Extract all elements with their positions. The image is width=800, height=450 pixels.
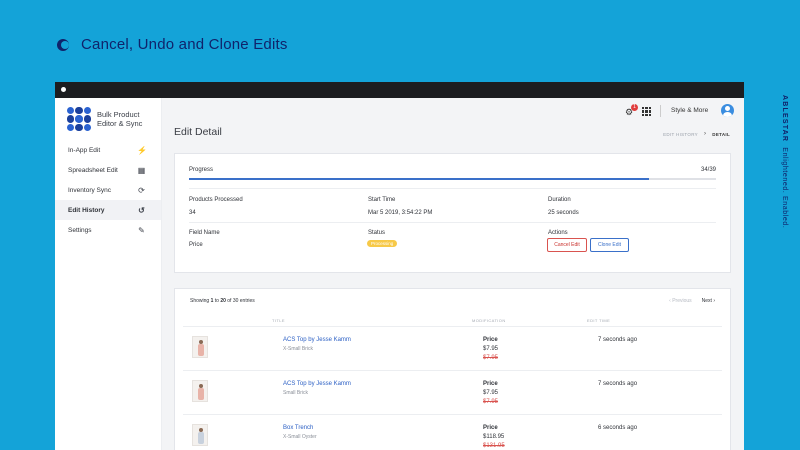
- store-name[interactable]: Style & More: [671, 107, 709, 114]
- edits-table-card: Showing 1 to 20 of 30 entries ‹ Previous…: [174, 288, 731, 450]
- product-thumbnail: [192, 336, 208, 358]
- modification-old-value: $7.95: [483, 399, 499, 405]
- product-variant: Small Brick: [283, 390, 309, 396]
- hero: Cancel, Undo and Clone Edits: [57, 36, 288, 53]
- lightning-icon: ⚡: [137, 145, 147, 155]
- product-thumbnail: [192, 380, 208, 402]
- modification-new-value: $7.95: [483, 390, 499, 396]
- brand-name: ABLESTAR: [781, 95, 788, 143]
- progress-bar: [189, 178, 716, 180]
- half-moon-icon: [57, 38, 69, 51]
- chevron-right-icon: ›: [703, 131, 707, 137]
- table-header: TITLE MODIFICATION EDIT TIME: [183, 315, 722, 327]
- sidebar-item-label: Edit History: [68, 206, 105, 214]
- gear-icon[interactable]: ⚙: [625, 107, 634, 117]
- clone-edit-button[interactable]: Clone Edit: [590, 238, 629, 252]
- sidebar: Bulk Product Editor & Sync In-App Edit ⚡…: [55, 98, 162, 450]
- divider: [189, 222, 716, 223]
- sidebar-nav: In-App Edit ⚡ Spreadsheet Edit ▦ Invento…: [55, 140, 161, 240]
- window-dot-icon: [61, 87, 66, 92]
- table-row: ACS Top by Jesse Kamm X-Small Brick Pric…: [183, 327, 722, 371]
- product-title-link[interactable]: ACS Top by Jesse Kamm: [283, 337, 351, 343]
- modification-field: Price: [483, 337, 498, 343]
- showing-entries: Showing 1 to 20 of 30 entries: [190, 298, 255, 304]
- modification-old-value: $7.95: [483, 355, 499, 361]
- sidebar-item-spreadsheet-edit[interactable]: Spreadsheet Edit ▦: [55, 160, 161, 180]
- progress-count: 34/39: [700, 167, 716, 173]
- table-icon: ▦: [137, 165, 146, 175]
- product-title-link[interactable]: ACS Top by Jesse Kamm: [283, 381, 351, 387]
- breadcrumb: EDIT HISTORY › DETAIL: [663, 131, 730, 137]
- app-logo-icon: [67, 107, 91, 131]
- sidebar-item-edit-history[interactable]: Edit History ↺: [55, 200, 161, 220]
- next-page-button[interactable]: Next ›: [701, 298, 715, 304]
- column-header-edit-time: EDIT TIME: [587, 318, 611, 323]
- edit-time: 7 seconds ago: [598, 337, 638, 343]
- modification-new-value: $7.95: [483, 346, 499, 352]
- history-icon: ↺: [138, 205, 145, 215]
- status-label: Status: [368, 230, 386, 236]
- product-title-link[interactable]: Box Trench: [283, 425, 314, 431]
- pagination: ‹ Previous Next ›: [669, 298, 715, 304]
- main-content: ⚙ 1 Style & More Edit Detail EDIT HISTOR…: [162, 98, 744, 450]
- notification-badge: 1: [631, 104, 638, 111]
- progress-fill: [189, 178, 649, 180]
- start-time-value: Mar 5 2019, 3:54:22 PM: [368, 210, 433, 216]
- product-variant: X-Small Oyster: [283, 434, 317, 440]
- modification-field: Price: [483, 425, 498, 431]
- table-row: Box Trench X-Small Oyster Price $118.95 …: [183, 415, 722, 450]
- modification-field: Price: [483, 381, 498, 387]
- sidebar-item-label: Inventory Sync: [68, 186, 111, 194]
- start-time-label: Start Time: [368, 197, 396, 203]
- edit-time: 7 seconds ago: [598, 381, 638, 387]
- app-window: Bulk Product Editor & Sync In-App Edit ⚡…: [55, 82, 744, 450]
- page-title: Edit Detail: [174, 126, 222, 138]
- sidebar-item-label: Spreadsheet Edit: [68, 166, 118, 174]
- sidebar-item-label: Settings: [68, 226, 92, 234]
- duration-label: Duration: [548, 197, 571, 203]
- modification-old-value: $131.95: [483, 443, 505, 449]
- divider: [660, 105, 661, 117]
- edit-detail-card: Progress 34/39 Products Processed 34 Sta…: [174, 153, 731, 273]
- sidebar-item-settings[interactable]: Settings ✎: [55, 220, 161, 240]
- sidebar-item-label: In-App Edit: [68, 146, 101, 154]
- status-badge: Processing: [367, 240, 398, 247]
- window-titlebar: [55, 82, 744, 98]
- breadcrumb-edit-history[interactable]: EDIT HISTORY: [663, 131, 698, 137]
- actions-label: Actions: [548, 230, 568, 236]
- topbar: ⚙ 1 Style & More: [162, 98, 744, 124]
- previous-page-button[interactable]: ‹ Previous: [669, 298, 692, 304]
- product-variant: X-Small Brick: [283, 346, 314, 352]
- breadcrumb-detail: DETAIL: [712, 131, 730, 137]
- products-processed-label: Products Processed: [189, 197, 243, 203]
- app-name: Bulk Product Editor & Sync: [97, 110, 143, 128]
- sync-icon: ⟳: [138, 185, 145, 195]
- edit-time: 6 seconds ago: [598, 425, 638, 431]
- product-thumbnail: [192, 424, 208, 446]
- app-brand: Bulk Product Editor & Sync: [55, 98, 161, 132]
- hero-title: Cancel, Undo and Clone Edits: [81, 36, 288, 53]
- field-name-label: Field Name: [189, 230, 220, 236]
- modification-new-value: $118.95: [483, 434, 505, 440]
- side-brand: ABLESTAR Enlightened. Enabled.: [776, 95, 790, 228]
- column-header-modification: MODIFICATION: [472, 318, 506, 323]
- progress-label: Progress: [189, 167, 214, 173]
- column-header-title: TITLE: [272, 318, 285, 323]
- field-name-value: Price: [189, 242, 203, 248]
- avatar[interactable]: [721, 104, 734, 117]
- sidebar-item-inventory-sync[interactable]: Inventory Sync ⟳: [55, 180, 161, 200]
- brand-tagline: Enlightened. Enabled.: [781, 147, 788, 229]
- edit-icon: ✎: [138, 225, 145, 235]
- products-processed-value: 34: [189, 210, 196, 216]
- duration-value: 25 seconds: [548, 210, 579, 216]
- sidebar-item-in-app-edit[interactable]: In-App Edit ⚡: [55, 140, 161, 160]
- divider: [189, 188, 716, 189]
- apps-grid-icon[interactable]: [642, 107, 651, 116]
- cancel-edit-button[interactable]: Cancel Edit: [547, 238, 587, 252]
- table-row: ACS Top by Jesse Kamm Small Brick Price …: [183, 371, 722, 415]
